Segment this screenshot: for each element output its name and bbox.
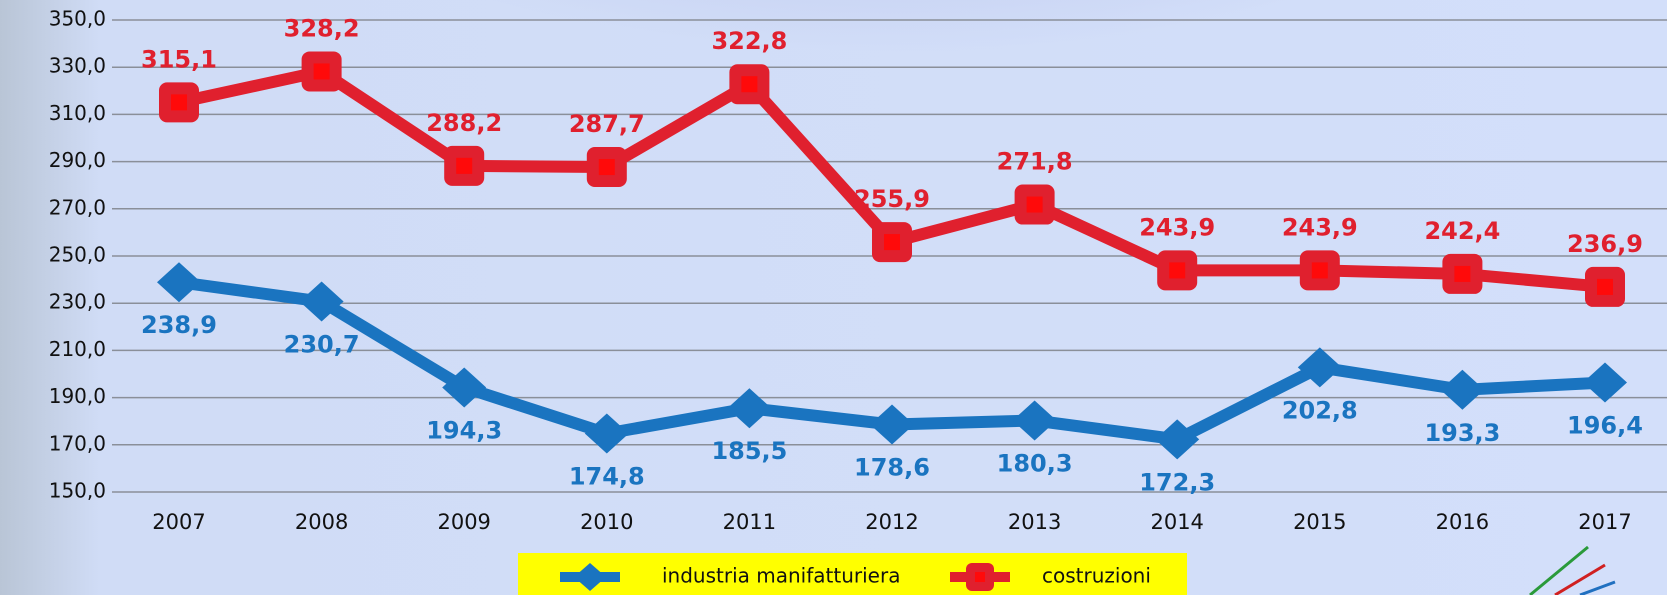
point-marker xyxy=(1297,347,1342,388)
data-label: 238,9 xyxy=(141,311,217,339)
x-tick-label: 2017 xyxy=(1578,510,1631,534)
x-tick-label: 2011 xyxy=(723,510,776,534)
logo xyxy=(1529,545,1616,595)
x-tick-label: 2010 xyxy=(580,510,633,534)
data-label: 172,3 xyxy=(1139,468,1215,496)
marker-core xyxy=(1026,196,1043,213)
marker-core xyxy=(1169,262,1186,279)
marker-core xyxy=(884,234,900,251)
legend: industria manifatturiera costruzioni xyxy=(518,553,1187,595)
x-tick-label: 2015 xyxy=(1293,510,1346,534)
point-marker xyxy=(1157,250,1198,291)
y-tick-label: 270,0 xyxy=(49,195,106,219)
data-label: 193,3 xyxy=(1424,419,1500,447)
point-marker xyxy=(1012,400,1057,441)
data-label: 236,9 xyxy=(1567,230,1643,258)
data-label: 288,2 xyxy=(426,109,502,137)
data-label: 202,8 xyxy=(1282,396,1358,424)
x-tick-label: 2014 xyxy=(1150,510,1203,534)
point-marker xyxy=(1155,419,1200,460)
y-tick-label: 350,0 xyxy=(49,7,106,31)
point-marker xyxy=(301,51,342,92)
point-marker xyxy=(870,404,914,445)
data-label: 255,9 xyxy=(854,185,930,213)
y-tick-label: 230,0 xyxy=(49,290,106,314)
x-tick-label: 2016 xyxy=(1436,510,1489,534)
y-tick-label: 250,0 xyxy=(49,243,106,267)
point-marker xyxy=(729,64,770,105)
background-glow xyxy=(280,0,1520,260)
y-tick-label: 330,0 xyxy=(49,54,106,78)
data-label: 328,2 xyxy=(284,14,360,42)
legend-marker xyxy=(574,563,606,591)
y-tick-label: 210,0 xyxy=(49,337,106,361)
legend-label: industria manifatturiera xyxy=(662,564,900,588)
x-tick-label: 2007 xyxy=(152,510,205,534)
point-marker xyxy=(727,388,772,429)
y-tick-label: 190,0 xyxy=(49,384,106,408)
data-label: 174,8 xyxy=(569,462,645,490)
point-marker xyxy=(586,147,627,188)
point-marker xyxy=(444,145,485,186)
point-marker xyxy=(1583,362,1627,403)
y-tick-label: 290,0 xyxy=(49,148,106,172)
point-marker xyxy=(1440,369,1485,410)
data-label: 185,5 xyxy=(711,437,787,465)
data-label: 243,9 xyxy=(1139,213,1215,241)
data-label: 180,3 xyxy=(997,449,1073,477)
data-label: 178,6 xyxy=(854,454,930,482)
point-marker xyxy=(872,222,912,263)
marker-core xyxy=(598,159,615,176)
data-label: 242,4 xyxy=(1424,217,1500,245)
point-marker xyxy=(1299,250,1340,291)
legend-marker xyxy=(966,563,994,591)
data-label: 230,7 xyxy=(284,331,360,359)
data-label: 315,1 xyxy=(141,45,217,73)
point-marker xyxy=(157,262,201,303)
point-marker xyxy=(159,82,199,123)
point-marker xyxy=(299,281,344,322)
point-marker xyxy=(442,367,487,408)
marker-core xyxy=(456,157,473,174)
x-tick-label: 2009 xyxy=(437,510,490,534)
data-label: 322,8 xyxy=(711,27,787,55)
data-label: 271,8 xyxy=(997,148,1073,176)
x-tick-label: 2013 xyxy=(1008,510,1061,534)
point-marker xyxy=(1442,253,1483,294)
marker-core xyxy=(313,63,330,80)
y-tick-label: 150,0 xyxy=(49,479,106,503)
marker-core xyxy=(171,94,187,111)
data-label: 194,3 xyxy=(426,416,502,444)
legend-diamond xyxy=(574,563,606,591)
x-tick-label: 2012 xyxy=(865,510,918,534)
data-label: 287,7 xyxy=(569,110,645,138)
legend-box xyxy=(518,553,1187,595)
x-tick-label: 2008 xyxy=(295,510,348,534)
marker-core xyxy=(1311,262,1328,279)
marker-core xyxy=(1597,278,1613,295)
data-label: 196,4 xyxy=(1567,411,1643,439)
point-marker xyxy=(1014,184,1055,225)
marker-core xyxy=(741,76,758,93)
y-tick-label: 310,0 xyxy=(49,101,106,125)
y-tick-label: 170,0 xyxy=(49,431,106,455)
point-marker xyxy=(584,413,629,454)
marker-core xyxy=(1454,265,1471,282)
data-label: 243,9 xyxy=(1282,213,1358,241)
point-marker xyxy=(1585,266,1625,307)
legend-core xyxy=(975,572,985,582)
legend-label: costruzioni xyxy=(1042,564,1151,588)
